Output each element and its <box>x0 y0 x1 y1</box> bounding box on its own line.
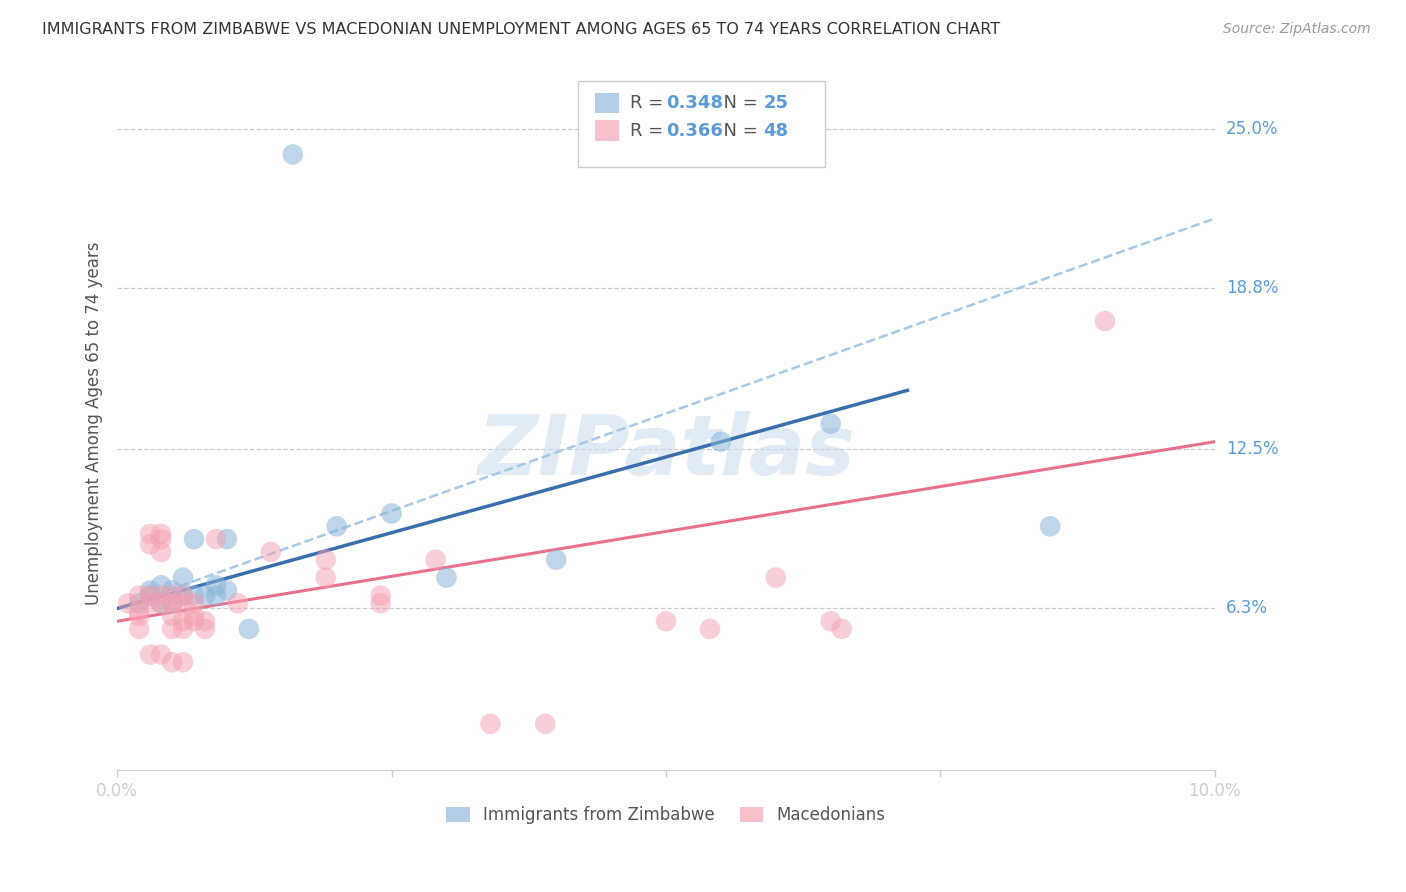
Point <box>150 527 173 541</box>
Point <box>117 596 139 610</box>
Point <box>315 552 337 566</box>
Point <box>183 589 205 603</box>
Legend: Immigrants from Zimbabwe, Macedonians: Immigrants from Zimbabwe, Macedonians <box>447 806 886 824</box>
Point <box>139 648 162 662</box>
Point <box>831 622 853 636</box>
Point <box>655 614 678 628</box>
Point <box>238 622 260 636</box>
Point <box>139 589 162 603</box>
Text: 18.8%: 18.8% <box>1226 279 1278 297</box>
Point <box>150 532 173 546</box>
Point <box>183 609 205 624</box>
Text: 6.3%: 6.3% <box>1226 599 1268 617</box>
Point <box>172 589 194 603</box>
Y-axis label: Unemployment Among Ages 65 to 74 years: Unemployment Among Ages 65 to 74 years <box>86 242 103 606</box>
Point <box>370 596 392 610</box>
Point <box>160 596 183 610</box>
Point <box>765 571 787 585</box>
Text: IMMIGRANTS FROM ZIMBABWE VS MACEDONIAN UNEMPLOYMENT AMONG AGES 65 TO 74 YEARS CO: IMMIGRANTS FROM ZIMBABWE VS MACEDONIAN U… <box>42 22 1000 37</box>
Text: ZIPatlas: ZIPatlas <box>477 411 855 491</box>
Text: R =: R = <box>630 122 669 140</box>
Text: 12.5%: 12.5% <box>1226 441 1278 458</box>
Point <box>205 532 228 546</box>
Point <box>546 552 568 566</box>
FancyBboxPatch shape <box>595 93 619 113</box>
Point <box>425 552 447 566</box>
Point <box>710 434 733 449</box>
Point <box>128 596 150 610</box>
Text: 48: 48 <box>763 122 789 140</box>
Point <box>325 519 347 533</box>
Point <box>381 507 404 521</box>
Point <box>139 537 162 551</box>
Point <box>183 614 205 628</box>
Text: 0.348: 0.348 <box>666 94 723 112</box>
Point <box>436 571 458 585</box>
Point <box>139 596 162 610</box>
Point <box>172 622 194 636</box>
Point <box>160 622 183 636</box>
Point <box>215 583 238 598</box>
Point <box>160 583 183 598</box>
Point <box>128 609 150 624</box>
FancyBboxPatch shape <box>578 81 825 168</box>
Point <box>1094 314 1116 328</box>
Point <box>183 596 205 610</box>
FancyBboxPatch shape <box>595 120 619 141</box>
Point <box>820 417 842 431</box>
Point <box>172 571 194 585</box>
Point <box>260 545 283 559</box>
Point <box>160 589 183 603</box>
Point <box>128 622 150 636</box>
Point <box>172 614 194 628</box>
Point <box>281 147 304 161</box>
Text: Source: ZipAtlas.com: Source: ZipAtlas.com <box>1223 22 1371 37</box>
Text: 0.366: 0.366 <box>666 122 723 140</box>
Point <box>172 655 194 669</box>
Point <box>150 589 173 603</box>
Point <box>139 527 162 541</box>
Point <box>160 655 183 669</box>
Text: N =: N = <box>711 94 763 112</box>
Point <box>205 589 228 603</box>
Point <box>315 571 337 585</box>
Point <box>160 609 183 624</box>
Point <box>479 716 502 731</box>
Point <box>150 648 173 662</box>
Point <box>699 622 721 636</box>
Point <box>1039 519 1062 533</box>
Point <box>534 716 557 731</box>
Point <box>205 578 228 592</box>
Point <box>128 589 150 603</box>
Point <box>820 614 842 628</box>
Point <box>128 604 150 618</box>
Point <box>150 596 173 610</box>
Point <box>150 578 173 592</box>
Point <box>215 532 238 546</box>
Text: 25: 25 <box>763 94 789 112</box>
Point <box>370 589 392 603</box>
Text: R =: R = <box>630 94 669 112</box>
Point <box>139 583 162 598</box>
Point <box>160 596 183 610</box>
Text: 25.0%: 25.0% <box>1226 120 1278 137</box>
Text: N =: N = <box>711 122 763 140</box>
Point <box>172 589 194 603</box>
Point <box>139 589 162 603</box>
Point <box>194 622 217 636</box>
Point <box>226 596 249 610</box>
Point <box>194 589 217 603</box>
Point <box>194 614 217 628</box>
Point <box>150 545 173 559</box>
Point <box>183 532 205 546</box>
Point <box>172 596 194 610</box>
Point <box>150 596 173 610</box>
